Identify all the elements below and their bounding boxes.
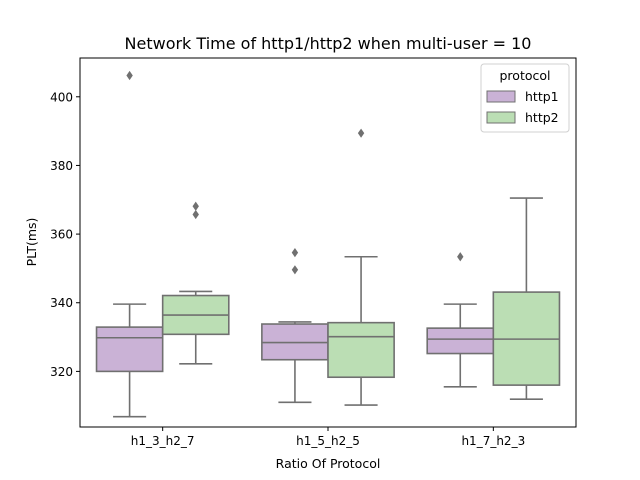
x-tick-label: h1_5_h2_5 bbox=[296, 434, 360, 448]
box-http1-h1_7_h2_3 bbox=[426, 252, 495, 388]
box-http1-h1_3_h2_7 bbox=[95, 70, 164, 418]
y-tick-label: 380 bbox=[50, 159, 73, 173]
box-http2-h1_3_h2_7 bbox=[161, 201, 230, 365]
legend-title: protocol bbox=[500, 68, 551, 83]
x-tick-label: h1_3_h2_7 bbox=[131, 434, 195, 448]
boxes-layer bbox=[95, 70, 561, 418]
legend-swatch-http1 bbox=[486, 90, 516, 103]
y-tick-label: 360 bbox=[50, 228, 73, 242]
x-axis-label: Ratio Of Protocol bbox=[276, 456, 381, 471]
x-axis: h1_3_h2_7 h1_5_h2_5 h1_7_h2_3 bbox=[131, 427, 525, 448]
legend-label-http1: http1 bbox=[525, 89, 559, 104]
outlier-point bbox=[192, 209, 199, 220]
box-iqr bbox=[426, 327, 495, 355]
chart-title: Network Time of http1/http2 when multi-u… bbox=[125, 34, 532, 53]
legend: protocol http1 http2 bbox=[480, 63, 570, 133]
outlier-point bbox=[291, 248, 299, 258]
x-tick-label: h1_7_h2_3 bbox=[461, 434, 525, 448]
y-tick-label: 400 bbox=[50, 90, 73, 104]
y-axis-label: PLT(ms) bbox=[24, 218, 39, 267]
y-tick-label: 320 bbox=[50, 365, 73, 379]
box-http1-h1_5_h2_5 bbox=[261, 248, 329, 404]
outlier-point bbox=[126, 70, 133, 81]
outlier-point bbox=[291, 265, 299, 275]
legend-label-http2: http2 bbox=[525, 110, 559, 125]
box-http2-h1_7_h2_3 bbox=[492, 197, 561, 400]
y-axis: 320 340 360 380 400 bbox=[50, 90, 80, 379]
outlier-point bbox=[192, 201, 199, 211]
box-http2-h1_5_h2_5 bbox=[327, 128, 395, 406]
box-iqr bbox=[327, 321, 395, 379]
y-tick-label: 340 bbox=[50, 296, 73, 310]
outlier-point bbox=[357, 128, 365, 138]
legend-swatch-http2 bbox=[486, 111, 516, 124]
box-iqr bbox=[95, 326, 164, 373]
outlier-point bbox=[457, 252, 464, 262]
